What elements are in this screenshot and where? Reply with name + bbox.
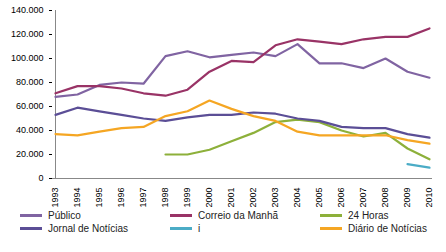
html-text:Público: Público — [48, 210, 81, 221]
svg-text:1996: 1996 — [116, 188, 126, 208]
html-text:Correio da Manhã: Correio da Manhã — [198, 210, 278, 221]
svg-text:2007: 2007 — [358, 188, 368, 208]
svg-text:100.000: 100.000 — [11, 53, 44, 63]
html-text:i: i — [198, 223, 201, 234]
svg-text:120.000: 120.000 — [11, 29, 44, 39]
svg-text:40.000: 40.000 — [16, 125, 44, 135]
svg-text:2000: 2000 — [204, 188, 214, 208]
svg-text:0: 0 — [38, 173, 43, 183]
svg-text:1995: 1995 — [94, 188, 104, 208]
html-text:Diário de Notícias: Diário de Notícias — [348, 223, 427, 234]
svg-text:80.000: 80.000 — [16, 77, 44, 87]
svg-text:2008: 2008 — [380, 188, 390, 208]
svg-text:1998: 1998 — [160, 188, 170, 208]
svg-text:2003: 2003 — [270, 188, 280, 208]
svg-text:1997: 1997 — [138, 188, 148, 208]
svg-text:60.000: 60.000 — [16, 101, 44, 111]
svg-text:2002: 2002 — [248, 188, 258, 208]
svg-text:1993: 1993 — [50, 188, 60, 208]
html-text:24 Horas: 24 Horas — [348, 210, 389, 221]
svg-text:2005: 2005 — [314, 188, 324, 208]
svg-text:1999: 1999 — [182, 188, 192, 208]
svg-text:1994: 1994 — [72, 188, 82, 208]
svg-text:20.000: 20.000 — [16, 149, 44, 159]
html-text:Jornal de Notícias: Jornal de Notícias — [48, 223, 128, 234]
svg-text:140.000: 140.000 — [11, 5, 44, 15]
svg-text:2009: 2009 — [402, 188, 412, 208]
svg-text:2010: 2010 — [424, 188, 434, 208]
svg-text:2004: 2004 — [292, 188, 302, 208]
svg-text:2001: 2001 — [226, 188, 236, 208]
svg-text:2006: 2006 — [336, 188, 346, 208]
